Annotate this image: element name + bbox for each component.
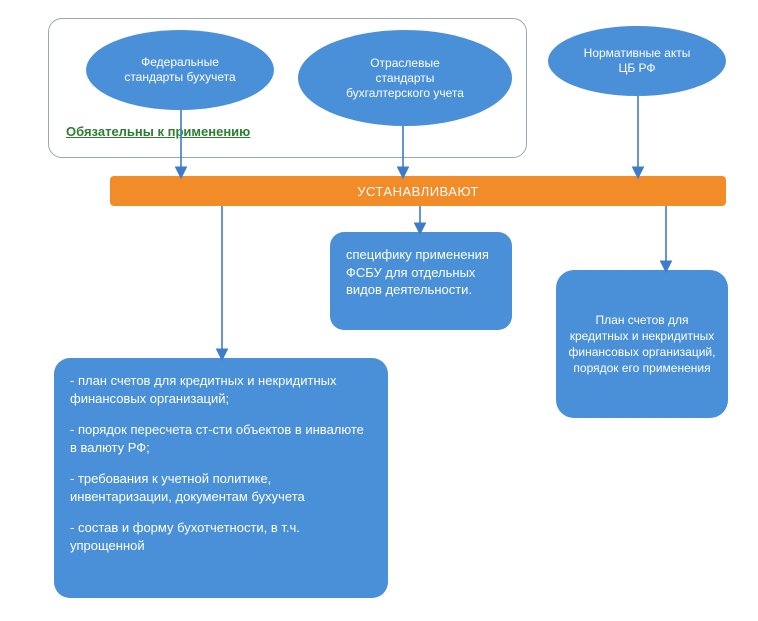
establish-banner: УСТАНАВЛИВАЮТ — [110, 176, 726, 206]
big-req-item: - требования к учетной политике, инвента… — [70, 470, 372, 505]
node-federal-standards-label: Федеральныестандарты бухучета — [124, 55, 235, 85]
node-chart-of-accounts: План счетов для кредитных и некридитных … — [556, 270, 728, 418]
node-fsbu-specifics: специфику применения ФСБУ для отдельных … — [330, 232, 512, 330]
node-cbrf-acts: Нормативные актыЦБ РФ — [548, 26, 726, 96]
node-chart-of-accounts-text: План счетов для кредитных и некридитных … — [568, 312, 716, 377]
big-req-item: - состав и форму бухотчетности, в т.ч. у… — [70, 519, 372, 554]
big-req-item: - порядок пересчета ст-сти объектов в ин… — [70, 421, 372, 456]
big-req-item: - план счетов для кредитных и некридитны… — [70, 372, 372, 407]
mandatory-label: Обязательны к применению — [66, 124, 250, 139]
node-fsbu-specifics-text: специфику применения ФСБУ для отдельных … — [346, 247, 489, 297]
node-big-requirements: - план счетов для кредитных и некридитны… — [54, 358, 388, 598]
node-industry-standards-label: Отраслевыестандартыбухгалтерского учета — [346, 56, 464, 101]
node-cbrf-acts-label: Нормативные актыЦБ РФ — [584, 46, 691, 76]
node-industry-standards: Отраслевыестандартыбухгалтерского учета — [298, 30, 512, 126]
node-federal-standards: Федеральныестандарты бухучета — [86, 30, 274, 110]
establish-banner-label: УСТАНАВЛИВАЮТ — [357, 184, 479, 199]
